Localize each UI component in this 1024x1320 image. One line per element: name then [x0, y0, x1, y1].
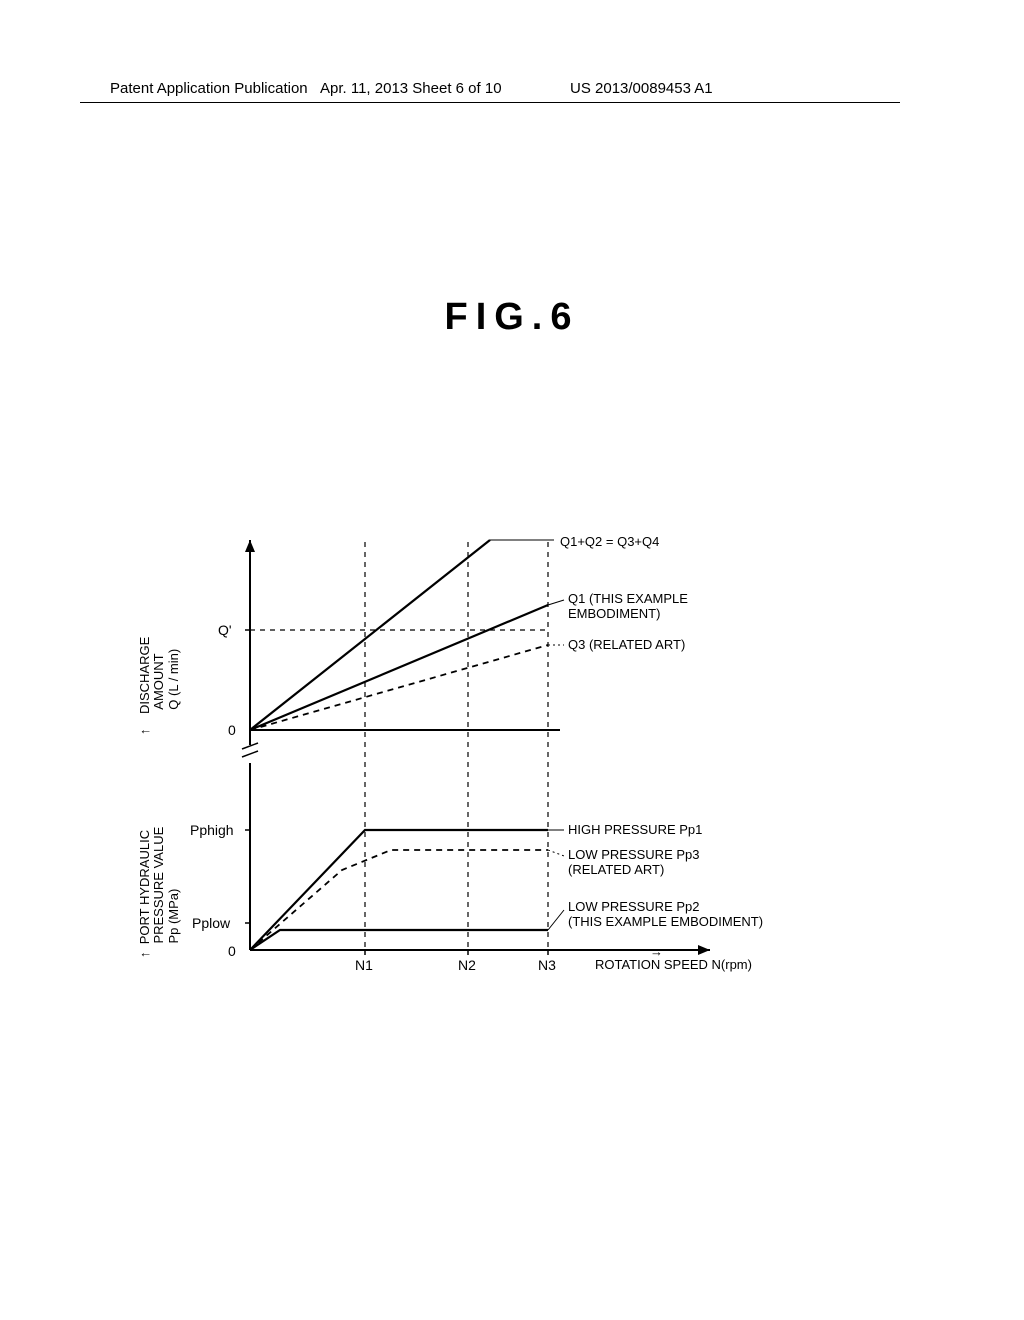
label-pp1: HIGH PRESSURE Pp1: [568, 823, 702, 838]
ytick-qprime: Q': [218, 622, 232, 638]
xtick-n3: N3: [538, 957, 556, 973]
y-axis-label-bottom: ↑ PORT HYDRAULIC PRESSURE VALUE Pp (MPa): [138, 827, 181, 958]
label-q1: Q1 (THIS EXAMPLE EMBODIMENT): [568, 592, 688, 622]
label-pp3-l2: (RELATED ART): [568, 862, 664, 877]
ylabel-top-l1: DISCHARGE: [137, 637, 152, 714]
x-arrow-icon: →: [650, 944, 663, 959]
ytick-bot-0: 0: [228, 943, 236, 959]
ylabel-arrow-b: ↑: [137, 952, 152, 959]
label-q3: Q3 (RELATED ART): [568, 638, 685, 653]
xtick-n1: N1: [355, 957, 373, 973]
ytick-pplow: Pplow: [192, 915, 230, 931]
ylabel-top-l2: AMOUNT: [151, 653, 166, 709]
chart-area: ↑ DISCHARGE AMOUNT Q (L / min) ↑ PORT HY…: [150, 530, 870, 980]
header-right: US 2013/0089453 A1: [570, 80, 713, 97]
ylabel-bot-l2: PRESSURE VALUE: [151, 827, 166, 944]
ylabel-bot-l3: Pp (MPa): [166, 889, 181, 944]
figure-title: FIG.6: [0, 296, 1024, 339]
ytick-top-0: 0: [228, 722, 236, 738]
label-pp2-l1: LOW PRESSURE Pp2: [568, 899, 700, 914]
label-q-sum: Q1+Q2 = Q3+Q4: [560, 535, 659, 550]
ytick-pphigh: Pphigh: [190, 822, 234, 838]
x-axis-label: → ROTATION SPEED N(rpm): [595, 957, 752, 972]
ylabel-top-l3: Q (L / min): [166, 649, 181, 710]
label-q1-l1: Q1 (THIS EXAMPLE: [568, 591, 688, 606]
x-axis-text: ROTATION SPEED N(rpm): [595, 957, 752, 972]
label-pp3-l1: LOW PRESSURE Pp3: [568, 847, 700, 862]
xtick-n2: N2: [458, 957, 476, 973]
header-rule: [80, 102, 900, 103]
y-axis-label-top: ↑ DISCHARGE AMOUNT Q (L / min): [138, 637, 181, 735]
label-pp2: LOW PRESSURE Pp2 (THIS EXAMPLE EMBODIMEN…: [568, 900, 763, 930]
header-center: Apr. 11, 2013 Sheet 6 of 10: [320, 80, 502, 97]
ylabel-bot-l1: PORT HYDRAULIC: [137, 830, 152, 944]
label-pp3: LOW PRESSURE Pp3 (RELATED ART): [568, 848, 700, 878]
label-pp2-l2: (THIS EXAMPLE EMBODIMENT): [568, 914, 763, 929]
label-q1-l2: EMBODIMENT): [568, 606, 660, 621]
ylabel-arrow: ↑: [137, 729, 152, 736]
header-left: Patent Application Publication: [110, 80, 308, 97]
